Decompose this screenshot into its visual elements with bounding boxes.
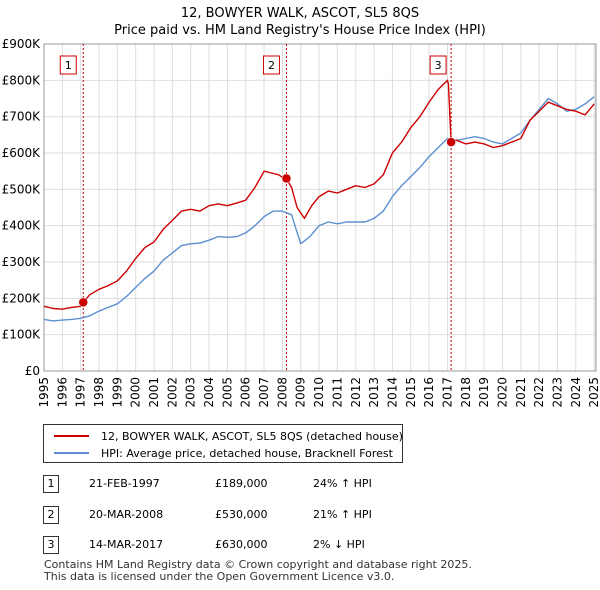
x-tick-label: 2005 (220, 377, 234, 408)
x-tick-label: 2015 (404, 377, 418, 408)
y-tick-label: £800K (2, 73, 42, 87)
x-tick-label: 2000 (129, 377, 143, 408)
x-tick-label: 1999 (110, 377, 124, 408)
sale-marker-box (262, 55, 280, 75)
x-tick-label: 2017 (440, 377, 454, 408)
footer-attribution: Contains HM Land Registry data © Crown c… (44, 559, 472, 583)
x-tick-label: 2008 (275, 377, 289, 408)
price-chart: 12, BOWYER WALK, ASCOT, SL5 8QS Price pa… (2, 6, 600, 408)
sale-price: £630,000 (215, 538, 268, 551)
sale-number-badge: 1 (43, 475, 59, 493)
x-tick-label: 2016 (422, 377, 436, 408)
chart-legend: 12, BOWYER WALK, ASCOT, SL5 8QS (detache… (43, 424, 403, 463)
plot-frame (43, 43, 597, 372)
sale-marker-box (429, 55, 447, 75)
y-tick-label: £100K (2, 328, 42, 342)
sale-marker-label: 3 (435, 59, 442, 72)
x-tick-label: 2013 (367, 377, 381, 408)
legend-swatch-hpi (54, 452, 89, 454)
y-tick-label: £900K (2, 37, 42, 51)
x-tick-label: 2022 (532, 377, 546, 408)
table-row: 1 21-FEB-1997 £189,000 24% ↑ HPI (43, 475, 443, 493)
x-tick-label: 2014 (385, 377, 399, 408)
y-tick-label: £700K (2, 110, 42, 124)
y-tick-label: £500K (2, 182, 42, 196)
sale-date: 20-MAR-2008 (89, 508, 164, 521)
sale-point (446, 137, 456, 147)
x-tick-label: 2024 (569, 377, 583, 408)
y-tick-label: £400K (2, 219, 42, 233)
sale-price: £530,000 (215, 508, 268, 521)
legend-label-hpi: HPI: Average price, detached house, Brac… (101, 446, 393, 460)
x-tick-label: 2018 (459, 377, 473, 408)
x-tick-label: 2003 (184, 377, 198, 408)
table-row: 3 14-MAR-2017 £630,000 2% ↓ HPI (43, 536, 443, 554)
sale-hpi-change: 21% ↑ HPI (313, 508, 372, 521)
sale-date: 14-MAR-2017 (89, 538, 164, 551)
sale-price: £189,000 (215, 477, 268, 490)
y-tick-label: £200K (2, 291, 42, 305)
sale-date: 21-FEB-1997 (89, 477, 160, 490)
y-tick-label: £0 (25, 364, 40, 378)
legend-item-hpi: HPI: Average price, detached house, Brac… (44, 445, 393, 461)
x-tick-label: 2012 (349, 377, 363, 408)
sale-hpi-change: 24% ↑ HPI (313, 477, 372, 490)
x-tick-label: 2009 (294, 377, 308, 408)
hpi-line (43, 96, 595, 322)
x-tick-label: 2025 (587, 377, 600, 408)
chart-title-line2: Price paid vs. HM Land Registry's House … (114, 23, 486, 38)
x-tick-label: 2021 (514, 377, 528, 408)
sale-number-badge: 3 (43, 536, 59, 554)
y-tick-label: £300K (2, 255, 42, 269)
sale-marker-label: 1 (65, 59, 72, 72)
chart-title-line1: 12, BOWYER WALK, ASCOT, SL5 8QS (181, 6, 419, 21)
sale-hpi-change: 2% ↓ HPI (313, 538, 365, 551)
x-tick-label: 1995 (37, 377, 51, 408)
legend-label-property: 12, BOWYER WALK, ASCOT, SL5 8QS (detache… (101, 429, 403, 443)
sale-marker-box (59, 55, 77, 75)
x-tick-label: 2020 (495, 377, 509, 408)
x-tick-label: 1997 (74, 377, 88, 408)
x-tick-label: 2010 (312, 377, 326, 408)
sale-point (78, 297, 88, 308)
x-tick-label: 2006 (239, 377, 253, 408)
x-tick-label: 2007 (257, 377, 271, 408)
plot-background (44, 44, 596, 371)
x-tick-label: 1996 (55, 377, 69, 408)
x-tick-label: 2011 (330, 377, 344, 408)
footer-line-1: Contains HM Land Registry data © Crown c… (44, 558, 472, 571)
x-tick-label: 2023 (550, 377, 564, 408)
table-row: 2 20-MAR-2008 £530,000 21% ↑ HPI (43, 506, 443, 524)
x-tick-label: 2001 (147, 377, 161, 408)
forecast-shade (594, 44, 596, 371)
sale-marker-label: 2 (268, 59, 275, 72)
sale-point (281, 173, 292, 184)
legend-swatch-property (54, 435, 89, 437)
sale-number-badge: 2 (43, 506, 59, 524)
footer-line-2: This data is licensed under the Open Gov… (44, 570, 395, 583)
y-tick-label: £600K (2, 146, 42, 160)
x-tick-label: 2004 (202, 377, 216, 408)
legend-item-property: 12, BOWYER WALK, ASCOT, SL5 8QS (detache… (44, 428, 403, 444)
property-price-line (43, 79, 595, 310)
x-tick-label: 2002 (165, 377, 179, 408)
x-tick-label: 2019 (477, 377, 491, 408)
x-tick-label: 1998 (92, 377, 106, 408)
